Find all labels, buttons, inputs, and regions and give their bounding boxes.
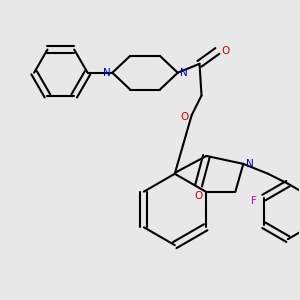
Text: O: O (181, 112, 189, 122)
Text: O: O (221, 46, 230, 56)
Text: N: N (246, 159, 254, 169)
Text: N: N (103, 68, 110, 78)
Text: N: N (180, 68, 188, 78)
Text: O: O (194, 190, 203, 201)
Text: F: F (251, 196, 257, 206)
